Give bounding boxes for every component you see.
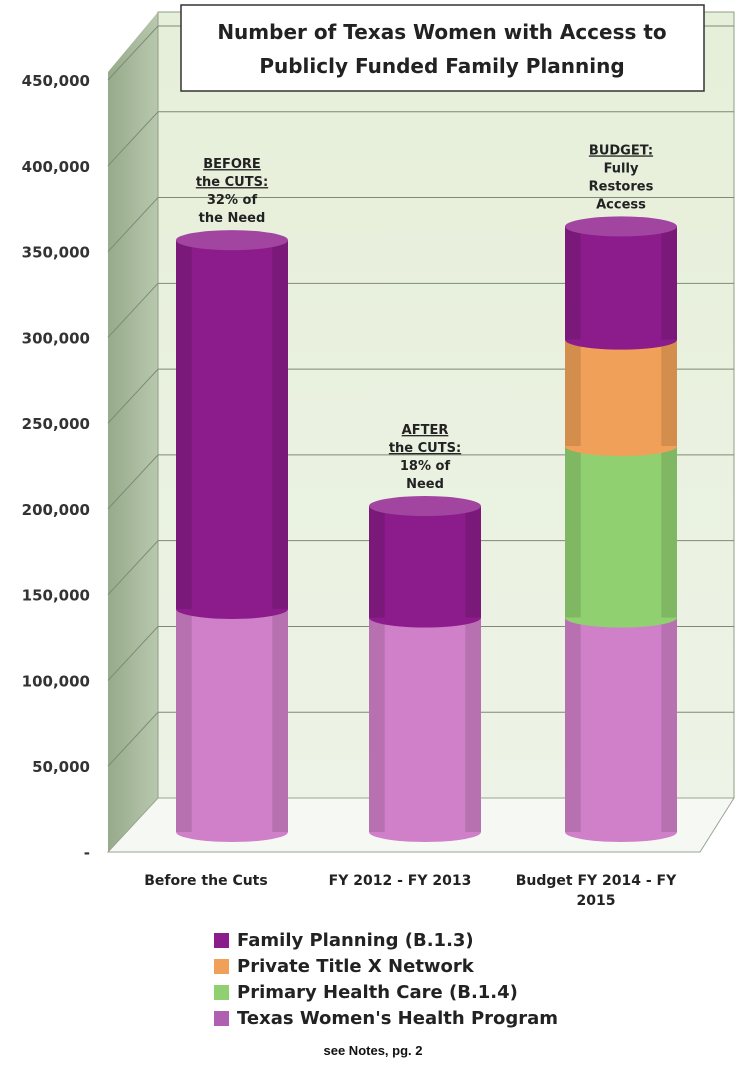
y-tick-label: 350,000 — [22, 244, 90, 262]
bar-segment-shade — [565, 339, 581, 446]
y-tick-label: 200,000 — [22, 501, 90, 519]
bar-segment-shade — [272, 240, 288, 609]
legend-swatch — [214, 1010, 229, 1026]
annotation-2: BUDGET: Fully Restores Access — [589, 143, 654, 212]
legend-label: Texas Women's Health Program — [237, 1007, 559, 1029]
gridline-side — [107, 626, 159, 681]
bar-segment — [369, 617, 481, 842]
annotation-line: Need — [406, 477, 444, 492]
legend-label: Primary Health Care (B.1.4) — [237, 981, 518, 1003]
annotation-line: the Need — [199, 211, 266, 226]
bar-segment-shade — [369, 506, 385, 618]
gridline-side — [107, 111, 159, 167]
y-tick-label: 300,000 — [22, 329, 90, 347]
bar-segment-shade — [465, 617, 481, 832]
bar-segment — [565, 339, 677, 456]
bar-segment-shade — [272, 608, 288, 832]
x-tick-label: Before the Cuts — [144, 873, 267, 889]
legend-item: Private Title X Network — [214, 953, 558, 979]
bar-segment-body — [369, 506, 481, 628]
chart-title-line-2: Publicly Funded Family Planning — [259, 54, 624, 78]
bar-segment-shade — [661, 339, 677, 446]
bar-segment-shade — [176, 240, 192, 609]
bar-segment-body — [565, 339, 677, 456]
annotation-line: Fully — [604, 161, 639, 176]
x-tick-label-line: Budget FY 2014 - FY — [516, 873, 677, 889]
annotation-line: BEFORE — [203, 157, 261, 172]
bar-segment-body — [565, 617, 677, 842]
bar-2 — [565, 216, 677, 842]
bar-segment — [565, 617, 677, 842]
notes-text: see Notes, pg. 2 — [323, 1043, 423, 1058]
annotation-1: AFTER the CUTS: 18% of Need — [389, 423, 461, 492]
bar-segment-shade — [369, 617, 385, 832]
chart-title-line-1: Number of Texas Women with Access to — [217, 20, 666, 44]
bar-0 — [176, 230, 288, 842]
bar-segment-shade — [661, 226, 677, 340]
gridline-side — [107, 454, 159, 510]
bar-segment-body — [565, 226, 677, 350]
bar-1 — [369, 496, 481, 842]
gridline-side — [107, 197, 159, 252]
annotation-line: Restores — [589, 179, 654, 194]
x-tick-label-line: 2015 — [577, 893, 616, 909]
legend-item: Primary Health Care (B.1.4) — [214, 979, 558, 1005]
y-tick-label: - — [84, 844, 90, 862]
gridline-side — [107, 25, 159, 81]
annotation-line: Access — [596, 197, 646, 212]
y-tick-label: 50,000 — [32, 758, 90, 776]
gridline-side — [107, 711, 159, 767]
annotation-line: BUDGET: — [589, 143, 653, 158]
bar-segment — [369, 506, 481, 628]
bar-segment-shade — [176, 608, 192, 832]
bar-segment — [176, 240, 288, 619]
bar-segment — [565, 226, 677, 350]
bar-segment-shade — [565, 617, 581, 832]
y-tick-label: 400,000 — [22, 158, 90, 176]
x-tick-label-line: FY 2012 - FY 2013 — [329, 873, 472, 889]
bar-segment — [176, 608, 288, 842]
legend-label: Family Planning (B.1.3) — [237, 929, 474, 951]
annotation-line: AFTER — [402, 423, 449, 438]
gridline-side — [107, 282, 159, 338]
legend: Family Planning (B.1.3) Private Title X N… — [214, 927, 558, 1031]
side-wall — [108, 12, 158, 852]
bar-top — [176, 230, 288, 251]
chart-title: Number of Texas Women with Access to Pub… — [180, 4, 705, 92]
y-tick-label: 100,000 — [22, 672, 90, 690]
bar-top — [565, 216, 677, 237]
bar-segment-body — [176, 240, 288, 619]
annotation-line: 32% of — [207, 193, 258, 208]
annotation-line: the CUTS: — [196, 175, 268, 190]
bar-segment-shade — [661, 617, 677, 832]
y-tick-label: 450,000 — [22, 72, 90, 90]
legend-item: Family Planning (B.1.3) — [214, 927, 558, 953]
legend-item: Texas Women's Health Program — [214, 1005, 558, 1031]
bar-segment-shade — [565, 446, 581, 618]
bar-segment-body — [369, 617, 481, 842]
x-tick-label: Budget FY 2014 - FY 2015 — [516, 873, 677, 909]
bar-segment-body — [565, 446, 677, 628]
bar-top — [369, 496, 481, 517]
bar-segment-shade — [565, 226, 581, 340]
legend-swatch — [214, 958, 229, 974]
y-tick-label: 250,000 — [22, 415, 90, 433]
bar-segment-shade — [661, 446, 677, 618]
bar-segment — [565, 446, 677, 628]
bar-segment-shade — [465, 506, 481, 618]
bar-segment-body — [176, 608, 288, 842]
chart: BEFORE the CUTS: 32% of the Need AFTER the CU… — [22, 4, 735, 909]
gridline-side — [107, 540, 159, 596]
annotation-line: 18% of — [400, 459, 451, 474]
annotation-0: BEFORE the CUTS: 32% of the Need — [196, 157, 268, 226]
legend-swatch — [214, 932, 229, 948]
gridline-side — [107, 368, 159, 424]
annotation-line: the CUTS: — [389, 441, 461, 456]
legend-label: Private Title X Network — [237, 955, 474, 977]
legend-swatch — [214, 984, 229, 1000]
y-tick-label: 150,000 — [22, 587, 90, 605]
x-tick-label: FY 2012 - FY 2013 — [329, 873, 472, 889]
x-tick-label-line: Before the Cuts — [144, 873, 267, 889]
